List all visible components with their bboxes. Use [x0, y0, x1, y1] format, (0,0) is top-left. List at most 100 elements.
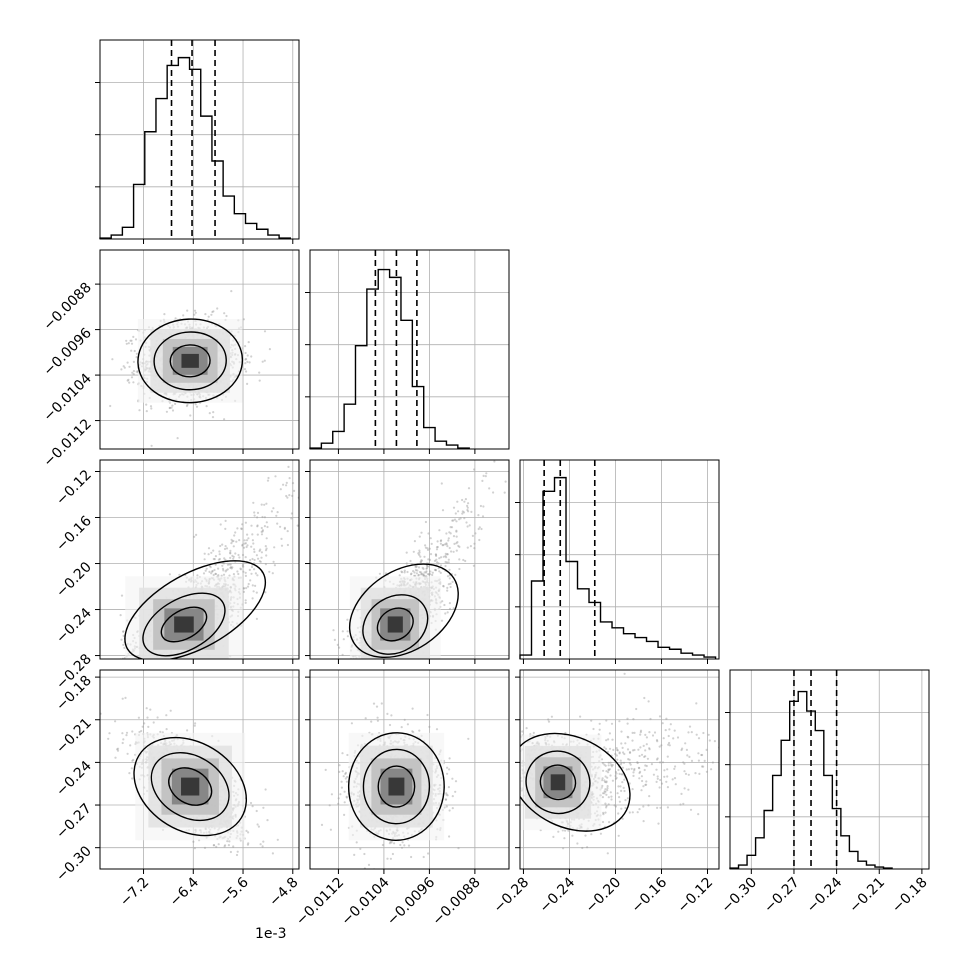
scatter-point: [473, 547, 475, 549]
scatter-point: [281, 545, 283, 547]
scatter-point: [174, 403, 176, 405]
scatter-point: [265, 563, 267, 565]
scatter-point: [414, 540, 416, 542]
scatter-point: [425, 521, 427, 523]
scatter-point: [250, 573, 252, 575]
scatter-point: [259, 380, 261, 382]
scatter-point: [257, 534, 259, 536]
scatter-point: [133, 370, 135, 372]
scatter-point: [245, 575, 247, 577]
scatter-point: [243, 587, 245, 589]
scatter-point: [419, 571, 421, 573]
scatter-point: [418, 550, 420, 552]
scatter-point: [379, 679, 381, 681]
scatter-point: [467, 452, 469, 454]
scatter-point: [396, 671, 398, 673]
scatter-point: [381, 660, 383, 662]
scatter-point: [285, 484, 287, 486]
scatter-point: [472, 535, 474, 537]
scatter-point: [126, 343, 128, 345]
scatter-point: [450, 526, 452, 528]
scatter-point: [379, 573, 381, 575]
scatter-point: [121, 673, 123, 675]
scatter-point: [467, 510, 469, 512]
scatter-point: [128, 366, 130, 368]
scatter-point: [420, 532, 422, 534]
scatter-point: [220, 523, 222, 525]
scatter-point: [162, 672, 164, 674]
scatter-point: [279, 526, 281, 528]
scatter-point: [473, 543, 475, 545]
scatter-point: [135, 675, 137, 677]
scatter-point: [463, 517, 465, 519]
scatter-point: [290, 517, 292, 519]
scatter-point: [443, 585, 445, 587]
scatter-point: [419, 536, 421, 538]
scatter-point: [177, 660, 179, 662]
hist-panel-1: [305, 250, 509, 449]
scatter-point: [172, 666, 174, 668]
scatter-point: [223, 418, 225, 420]
scatter-point: [193, 536, 195, 538]
scatter-point: [250, 546, 252, 548]
scatter-point: [354, 678, 356, 680]
scatter-point: [366, 665, 368, 667]
scatter-point: [363, 662, 365, 664]
scatter-point: [236, 570, 238, 572]
scatter-point: [232, 558, 234, 560]
scatter-point: [133, 373, 135, 375]
scatter-point: [154, 684, 156, 686]
scatter-point: [252, 805, 254, 807]
scatter-point: [415, 569, 417, 571]
scatter-point: [409, 666, 411, 668]
scatter-point: [255, 572, 257, 574]
scatter-point: [134, 350, 136, 352]
scatter-point: [151, 665, 153, 667]
scatter-point: [180, 665, 182, 667]
scatter-point: [291, 495, 293, 497]
scatter-point: [437, 546, 439, 548]
scatter-point: [117, 748, 119, 750]
scatter-point: [453, 535, 455, 537]
scatter-point: [189, 414, 191, 416]
scatter-point: [209, 412, 211, 414]
scatter-point: [287, 530, 289, 532]
scatter-point: [282, 484, 284, 486]
scatter-point: [219, 545, 221, 547]
scatter-point: [353, 672, 355, 674]
scatter-point: [115, 682, 117, 684]
scatter-point: [196, 574, 198, 576]
scatter-point: [394, 661, 396, 663]
scatter-point: [234, 531, 236, 533]
scatter-point: [530, 436, 532, 438]
scatter-point: [480, 505, 482, 507]
histogram-outline: [100, 58, 290, 239]
scatter-point: [134, 673, 136, 675]
scatter-point: [389, 661, 391, 663]
hist-bar: [612, 628, 624, 659]
scatter-point: [346, 619, 348, 621]
scatter-point: [186, 404, 188, 406]
scatter-point: [427, 573, 429, 575]
scatter-point: [166, 411, 168, 413]
scatter-point: [445, 532, 447, 534]
scatter-point: [221, 544, 223, 546]
scatter-point: [482, 505, 484, 507]
scatter-point: [243, 591, 245, 593]
scatter-point: [467, 525, 469, 527]
scatter-point: [138, 409, 140, 411]
scatter-point: [211, 571, 213, 573]
scatter-point: [254, 585, 256, 587]
scatter-point: [210, 314, 212, 316]
scatter-point: [375, 665, 377, 667]
scatter-point: [449, 583, 451, 585]
scatter-point: [230, 851, 232, 853]
scatter-point: [429, 573, 431, 575]
scatter-point: [141, 673, 143, 675]
scatter-point: [245, 556, 247, 558]
scatter-point: [245, 602, 247, 604]
scatter-point: [241, 523, 243, 525]
scatter-point: [224, 548, 226, 550]
scatter-point: [257, 524, 259, 526]
scatter-point: [264, 330, 266, 332]
